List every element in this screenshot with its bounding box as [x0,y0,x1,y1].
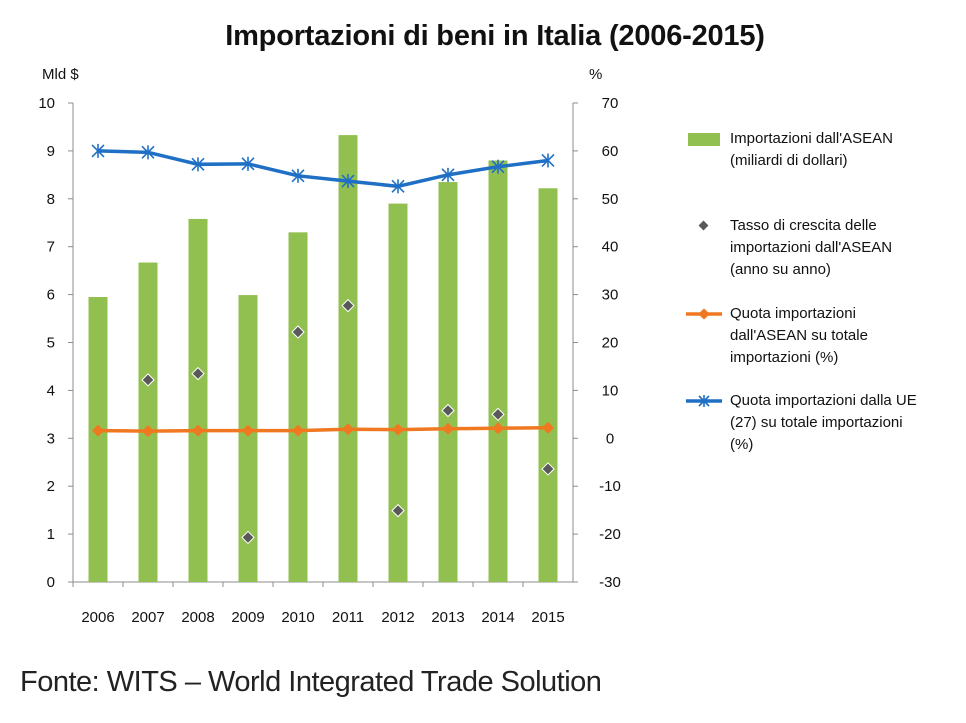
right-tick-label: 70 [602,95,619,112]
marker-eu-share [541,153,555,168]
bar-imports-asean [488,160,508,583]
legend-swatch-eu-share [686,390,722,412]
legend-asean-marker [698,308,710,320]
scatter-point-growth [441,403,455,418]
line-asean-share [97,426,549,433]
legend-diamond-swatch [698,220,709,231]
left-tick-label: 2 [47,478,55,495]
bar-imports-asean [288,232,308,582]
legend-label-asean-share: Quota importazioni dall'ASEAN su totale … [730,305,868,366]
legend-label-eu-share: Quota importazioni dalla UE (27) su tota… [730,392,917,453]
left-tick-label: 1 [47,526,55,543]
x-tick-label: 2010 [281,609,314,626]
marker-eu-share [291,168,305,183]
left-tick-label: 3 [47,430,55,447]
marker-asean-share [392,423,404,436]
right-tick-label: 50 [602,191,619,208]
marker-asean-share [542,421,554,434]
scatter-point-growth [291,325,305,339]
bar-imports-asean [138,262,158,582]
x-tick-label: 2012 [381,609,414,626]
marker-asean-share [342,423,354,436]
marker-eu-share [241,156,255,171]
right-tick-label: 20 [602,335,619,352]
scatter-point-growth [541,462,555,476]
legend-swatch-bar [686,128,722,150]
scatter-point-growth [491,407,505,422]
marker-eu-share [441,167,455,182]
marker-eu-share [141,145,155,160]
right-tick-label: -10 [599,478,621,495]
bar-imports-asean [238,295,258,582]
marker-eu-share [491,159,505,174]
right-tick-label: 40 [602,239,619,256]
left-tick-label: 8 [47,191,55,208]
right-tick-label: 60 [602,143,619,160]
marker-eu-share [91,143,105,158]
marker-asean-share [92,424,104,437]
legend-swatch-asean-share [686,303,722,325]
legend-label-bar: Importazioni dall'ASEAN (miliardi di dol… [730,130,893,169]
right-tick-label: 0 [606,430,614,447]
marker-asean-share [492,422,504,435]
left-tick-label: 9 [47,143,55,160]
scatter-point-growth [141,373,155,387]
bar-imports-asean [88,296,108,582]
left-tick-label: 5 [47,335,55,352]
x-tick-label: 2011 [332,609,364,626]
marker-eu-share [341,174,355,189]
x-tick-label: 2007 [131,609,164,626]
left-tick-label: 7 [47,239,55,256]
right-tick-label: -20 [599,526,621,543]
x-tick-label: 2008 [181,609,214,626]
marker-asean-share [242,424,254,437]
right-tick-label: -30 [599,574,621,591]
left-tick-label: 6 [47,287,55,304]
bar-imports-asean [188,218,208,582]
source-note: Fonte: WITS – World Integrated Trade Sol… [20,666,602,698]
left-tick-label: 4 [47,382,55,399]
bar-imports-asean [438,182,458,582]
scatter-point-growth [341,298,355,313]
right-tick-label: 30 [602,287,619,304]
legend-eu-marker [698,395,710,407]
x-tick-label: 2006 [81,609,114,626]
line-eu-share [97,149,549,189]
legend-bar-swatch [688,133,720,146]
x-tick-label: 2009 [231,609,264,626]
bar-imports-asean [538,188,558,582]
right-axis-unit: % [589,66,603,83]
marker-asean-share [142,425,154,438]
marker-eu-share [391,179,405,194]
marker-asean-share [442,422,454,435]
chart-title: Importazioni di beni in Italia (2006-201… [225,20,765,52]
marker-asean-share [292,424,304,437]
x-tick-label: 2013 [431,609,464,626]
left-tick-label: 10 [38,95,55,112]
left-tick-label: 0 [47,574,55,591]
right-tick-label: 10 [602,382,619,399]
x-tick-label: 2014 [481,609,514,626]
bar-imports-asean [338,135,358,582]
marker-asean-share [192,424,204,437]
scatter-point-growth [241,530,255,545]
x-tick-label: 2015 [531,609,564,626]
bar-imports-asean [388,203,408,582]
left-axis-unit: Mld $ [42,66,79,83]
scatter-point-growth [391,503,405,518]
legend-label-scatter: Tasso di crescita delle importazioni dal… [730,217,893,278]
scatter-point-growth [191,366,205,381]
legend-swatch-scatter [686,215,722,237]
marker-eu-share [191,157,205,172]
